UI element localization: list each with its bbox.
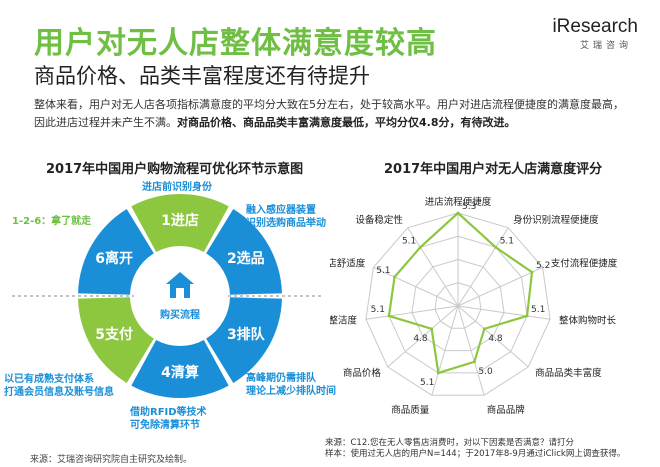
annotation-right-bottom-2: 理论上减少排队时间 — [246, 386, 336, 397]
radar-value-label: 5.1 — [371, 305, 385, 315]
radar-grid-ring — [434, 282, 482, 329]
radar-category-label: 设备稳定性 — [355, 214, 403, 226]
radar-value-label: 5.1 — [500, 236, 514, 246]
radar-axis — [387, 305, 459, 368]
radar-point — [393, 275, 397, 279]
radar-grid-ring — [365, 212, 551, 396]
radar-axis — [457, 305, 485, 396]
annotation-left-bottom-2: 打通会员信息及账号信息 — [4, 387, 114, 398]
wheel-segment — [131, 194, 229, 253]
radar-category-label: 商品价格 — [343, 367, 382, 379]
radar-grid — [365, 212, 551, 396]
wheel-segment — [78, 209, 154, 295]
radar-value-label: 5.1 — [376, 266, 390, 276]
wheel-segment-label: 4清算 — [161, 364, 199, 381]
wheel-segment — [206, 297, 282, 383]
radar-value-label: 5.1 — [420, 378, 434, 388]
intro-paragraph: 整体来看，用户对无人店各项指标满意度的平均分大致在5分左右，处于较高水平。用户对… — [34, 96, 634, 132]
annotation-bottom-1: 借助RFID等技术 — [130, 407, 207, 418]
annotation-right-bottom-1: 高峰期仍需排队 — [246, 373, 316, 384]
satisfaction-radar-chart: 5.3 5.1 5.2 5.1 4.8 5.0 5.1 4.8 5.1 5.1 5.1 进店流程便捷度… — [330, 196, 618, 416]
radar-category-label: 进店流程便捷度 — [425, 196, 492, 208]
radar-axis — [373, 266, 459, 307]
logo-subtext: 艾瑞咨询 — [579, 41, 632, 51]
radar-value-label: 5.2 — [536, 261, 550, 271]
logo-text: iResearch — [552, 16, 638, 37]
radar-point — [530, 270, 534, 274]
radar-axis — [407, 227, 459, 307]
intro-text: 整体来看，用户对无人店各项指标满意度的平均分大致在5分左右，处于较高水平。用户对… — [34, 98, 624, 129]
radar-category-label: 门店舒适度 — [330, 258, 366, 270]
wheel-segment — [206, 209, 282, 295]
radar-axis — [457, 305, 529, 368]
wheel-segment-label: 5支付 — [95, 326, 133, 343]
radar-point — [387, 314, 391, 318]
radar-point — [418, 245, 422, 249]
radar-point — [430, 327, 434, 331]
annotation-right-top-1: 融入感应器装置 — [246, 205, 316, 216]
radar-category-label: 商品品牌 — [487, 404, 526, 416]
wheel-segment-label: 3排队 — [227, 326, 266, 343]
radar-grid-ring — [411, 258, 505, 352]
purchase-flow-wheel: 1进店 2选品 3排队 4清算 5支付 6离开 购买流程 — [12, 194, 322, 398]
radar-value-label: 5.1 — [402, 236, 416, 246]
radar-value-label: 4.8 — [488, 334, 503, 344]
wheel-title: 2017年中国用户购物流程可优化环节示意图 — [46, 162, 304, 177]
radar-point — [456, 211, 460, 215]
page-subtitle: 商品价格、品类丰富程度还有待提升 — [34, 64, 370, 88]
radar-series-line — [387, 211, 534, 375]
radar-point — [494, 245, 498, 249]
source-note: 来源：艾瑞咨询研究院自主研究及绘制。 — [30, 455, 193, 465]
radar-value-label: 4.8 — [413, 334, 428, 344]
radar-point — [436, 371, 440, 375]
wheel-segment — [78, 297, 154, 383]
radar-category-label: 商品质量 — [391, 404, 430, 416]
intro-bold-text: 对商品价格、商品品类丰富满意度最低，平均分仅4.8分，有待改进。 — [177, 116, 516, 129]
wheel-segment-label: 2选品 — [227, 250, 265, 267]
radar-title: 2017年中国用户对无人店满意度评分 — [384, 162, 603, 177]
radar-axis — [457, 266, 543, 307]
annotation-right-top-2: 识别选购商品举动 — [246, 218, 326, 229]
survey-note-1: 来源：C12.您在无人零售店消费时，对以下因素是否满意？请打分 — [325, 438, 574, 448]
radar-axis — [457, 227, 509, 307]
annotation-top: 进店前识别身份 — [142, 182, 212, 193]
radar-point — [482, 327, 486, 331]
annotation-bottom-2: 可免除清算环节 — [130, 420, 200, 431]
wheel-center-label: 购买流程 — [160, 308, 200, 321]
wheel-segment-label: 1进店 — [161, 212, 199, 229]
radar-axis — [365, 305, 459, 320]
annotation-left-bottom-1: 以已有成熟支付体系 — [4, 374, 94, 385]
house-icon — [166, 272, 194, 298]
radar-category-label: 商品品类丰富度 — [535, 367, 602, 379]
radar-value-label: 5.3 — [462, 202, 476, 212]
annotation-left-top: 1-2-6：拿了就走 — [12, 216, 92, 227]
wheel-segment — [131, 339, 229, 398]
survey-note: 来源：C12.您在无人零售店消费时，对以下因素是否满意？请打分 样本：使用过无人… — [325, 438, 625, 460]
radar-category-label: 门店整洁度 — [330, 315, 358, 327]
radar-category-label: 身份识别流程便捷度 — [513, 214, 599, 226]
page-title: 用户对无人店整体满意度较高 — [34, 26, 437, 61]
radar-category-label: 支付流程便捷度 — [551, 258, 618, 270]
radar-category-label: 整体购物时长 — [559, 315, 617, 327]
radar-axis — [431, 305, 459, 396]
survey-note-2: 样本：使用过无人店的用户N=144；于2017年8-9月通过iClick网上调查… — [325, 449, 626, 459]
iresearch-logo: iResearch 艾瑞咨询 — [548, 16, 638, 52]
radar-axis — [457, 305, 551, 320]
wheel-segment-label: 6离开 — [95, 250, 133, 267]
radar-point — [472, 360, 476, 364]
radar-point — [525, 314, 529, 318]
radar-value-label: 5.0 — [478, 367, 493, 377]
radar-value-label: 5.1 — [531, 305, 545, 315]
